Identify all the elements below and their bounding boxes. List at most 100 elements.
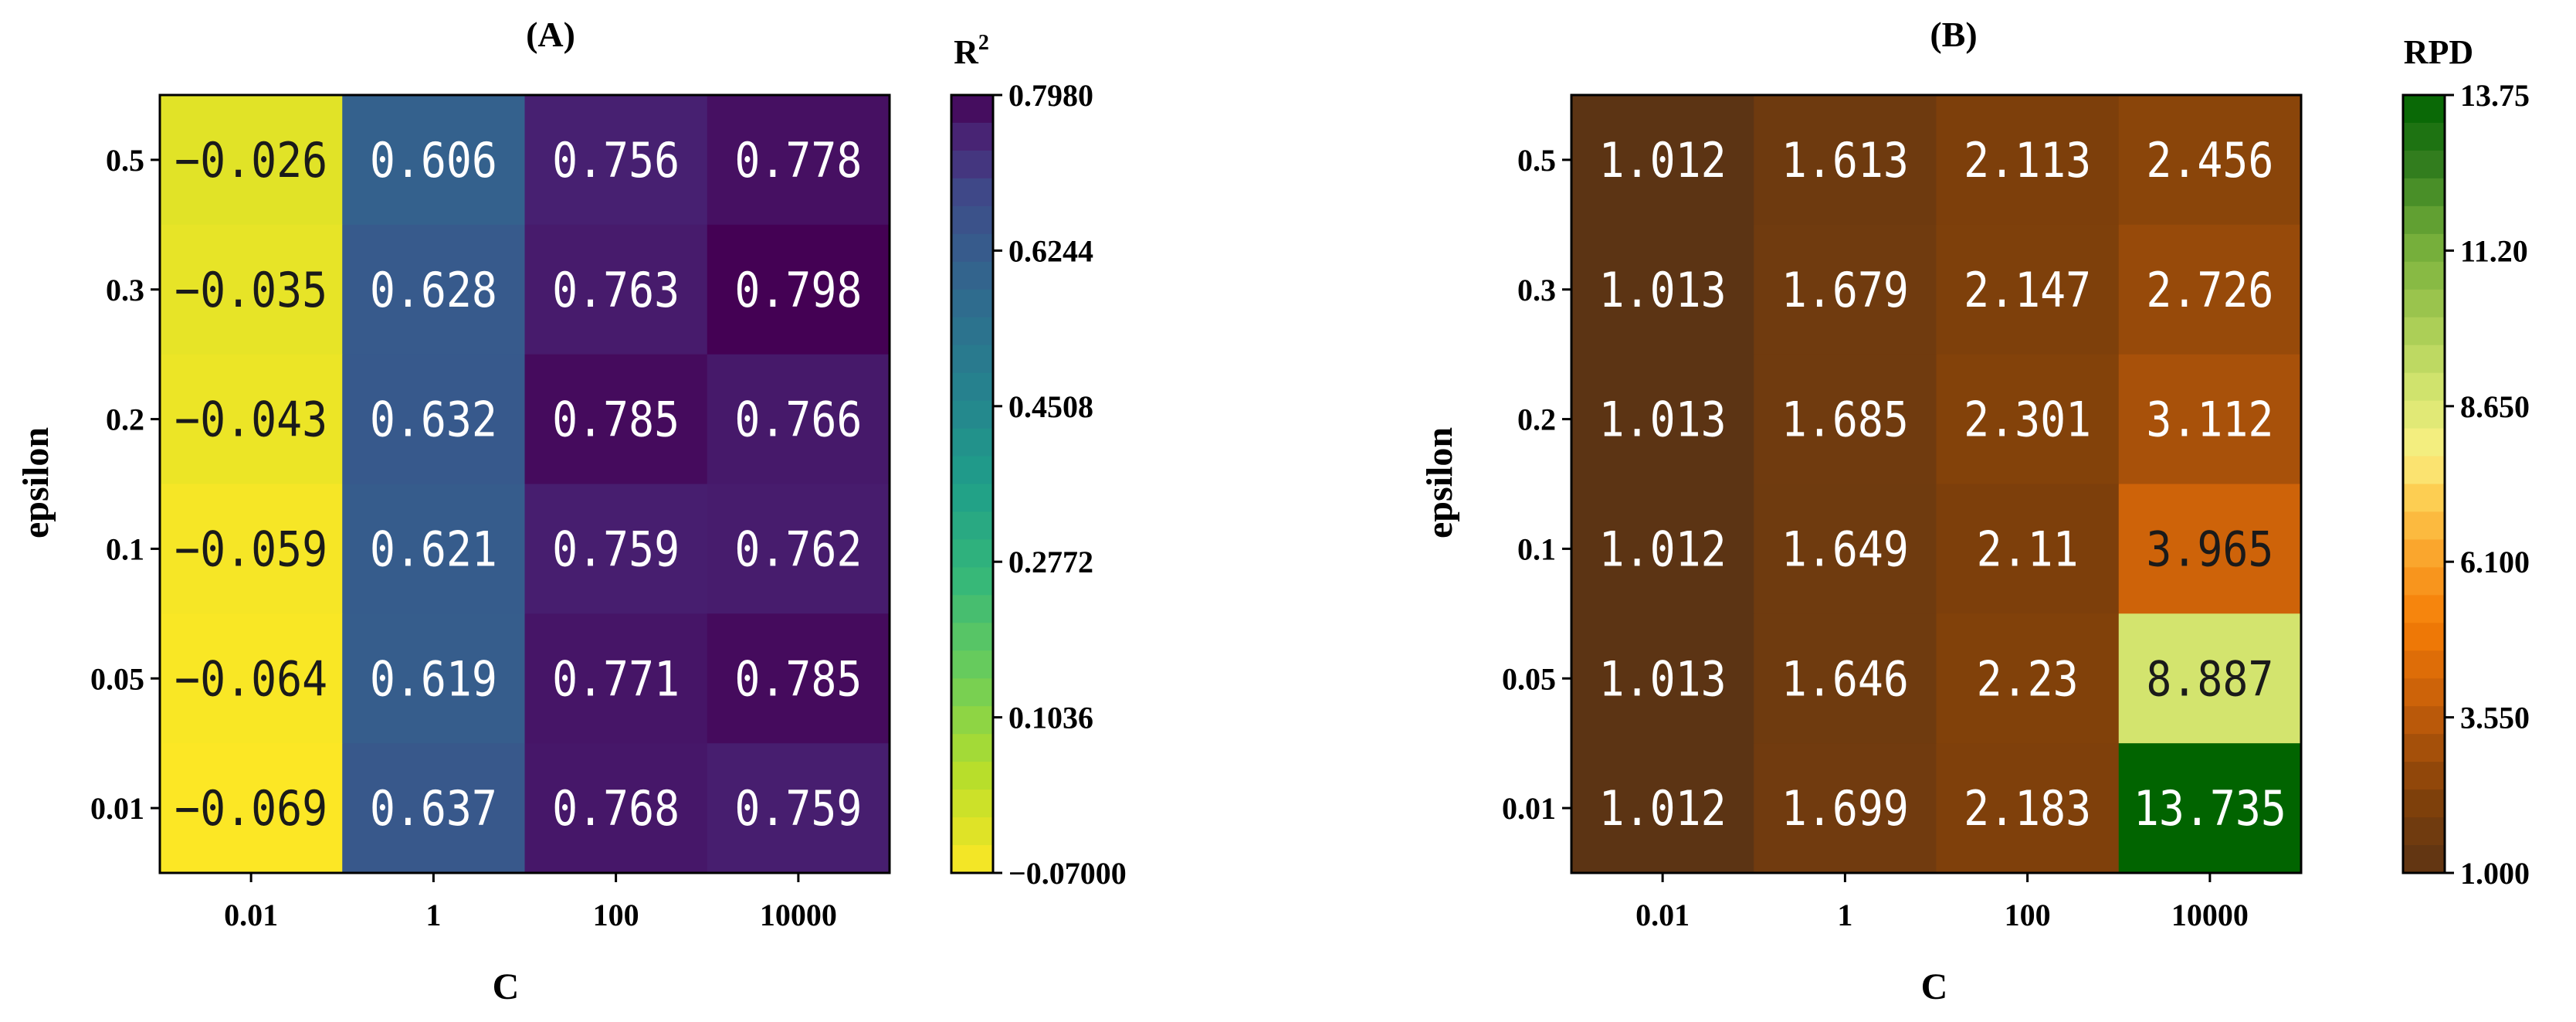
colorbar-segment bbox=[951, 650, 993, 679]
cell-value-label: 0.763 bbox=[552, 262, 680, 318]
colorbar-segment bbox=[951, 261, 993, 290]
cell-value-label: 0.637 bbox=[370, 780, 497, 837]
colorbar-segment bbox=[2403, 289, 2445, 318]
cell-value-label: 2.726 bbox=[2146, 262, 2273, 318]
heatmap-cell bbox=[1936, 354, 2120, 484]
y-tick-label: 0.3 bbox=[1517, 273, 1556, 307]
colorbar-segment bbox=[951, 428, 993, 457]
heatmap-cell bbox=[2118, 613, 2302, 744]
panel-b-title: (B) bbox=[1930, 15, 1977, 54]
heatmap-cell bbox=[1754, 613, 1937, 744]
heatmap-cell bbox=[2118, 95, 2302, 226]
colorbar-segment bbox=[2403, 678, 2445, 707]
heatmap-cell bbox=[707, 95, 890, 226]
cell-value-label: 0.766 bbox=[734, 392, 862, 448]
cell-value-label: 0.606 bbox=[370, 132, 497, 188]
heatmap-b-x-ticks: 0.01 1 100 10000 bbox=[1635, 873, 2249, 932]
colorbar-segment bbox=[951, 678, 993, 707]
colorbar-a bbox=[950, 93, 995, 874]
cell-value-label: 2.23 bbox=[1977, 650, 2079, 707]
heatmap-cell bbox=[2118, 354, 2302, 484]
cell-value-label: 2.147 bbox=[1964, 262, 2091, 318]
heatmap-cell bbox=[160, 743, 343, 874]
cell-value-label: 0.756 bbox=[552, 132, 680, 188]
heatmap-cell bbox=[524, 613, 708, 744]
cell-value-label: 1.613 bbox=[1781, 132, 1909, 188]
colorbar-a-ticks: 0.7980 0.6244 0.4508 0.2772 0.1036 −0.07000 bbox=[993, 78, 1127, 891]
colorbar-tick-label: −0.07000 bbox=[1008, 856, 1127, 891]
colorbar-segment bbox=[951, 706, 993, 735]
x-tick-label: 0.01 bbox=[224, 898, 278, 932]
colorbar-tick-label: 0.2772 bbox=[1008, 545, 1093, 579]
cell-value-label: 0.778 bbox=[734, 132, 862, 188]
cell-value-label: 0.768 bbox=[552, 780, 680, 837]
cell-value-label: −0.059 bbox=[175, 521, 327, 577]
cell-value-label: 1.685 bbox=[1781, 392, 1909, 448]
heatmap-cell bbox=[1936, 95, 2120, 226]
heatmap-cell bbox=[1936, 743, 2120, 874]
cell-value-label: 0.785 bbox=[734, 650, 862, 707]
colorbar-tick-label: 11.20 bbox=[2460, 233, 2528, 268]
heatmap-cell bbox=[1754, 95, 1937, 226]
heatmap-cell bbox=[1571, 484, 1754, 614]
cell-value-label: −0.035 bbox=[175, 262, 327, 318]
colorbar-segment bbox=[2403, 623, 2445, 651]
colorbar-b-ticks: 13.75 11.20 8.650 6.100 3.550 1.000 bbox=[2445, 78, 2530, 891]
cell-value-label: 2.183 bbox=[1964, 780, 2091, 837]
heatmap-panel-b: (B) 1.012 1.613 2.113 2.456 1.013 1.679 2.147 2… bbox=[1419, 15, 2530, 1007]
colorbar-tick-label: 0.6244 bbox=[1008, 233, 1093, 268]
heatmap-cell bbox=[1571, 354, 1754, 484]
heatmap-a-y-ticks: 0.5 0.3 0.2 0.1 0.05 0.01 bbox=[90, 143, 160, 826]
colorbar-a-label-text: R bbox=[954, 33, 979, 71]
colorbar-segment bbox=[2403, 205, 2445, 235]
colorbar-segment bbox=[951, 178, 993, 207]
colorbar-segment bbox=[2403, 261, 2445, 290]
colorbar-tick-label: 13.75 bbox=[2460, 78, 2530, 113]
colorbar-a-label: R2 bbox=[954, 31, 989, 71]
heatmap-cell bbox=[707, 613, 890, 744]
cell-value-label: 3.112 bbox=[2146, 392, 2273, 448]
heatmap-cell bbox=[1754, 224, 1937, 355]
heatmap-cell bbox=[1571, 224, 1754, 355]
heatmap-cell bbox=[524, 484, 708, 614]
colorbar-segment bbox=[2403, 845, 2445, 874]
colorbar-tick-label: 0.4508 bbox=[1008, 389, 1093, 424]
colorbar-segment bbox=[951, 734, 993, 762]
colorbar-segment bbox=[951, 122, 993, 151]
colorbar-segment bbox=[951, 595, 993, 623]
cell-value-label: 2.113 bbox=[1964, 132, 2091, 188]
heatmap-cell bbox=[1936, 484, 2120, 614]
heatmap-cell bbox=[707, 224, 890, 355]
heatmap-cell bbox=[1754, 484, 1937, 614]
colorbar-segment bbox=[951, 623, 993, 651]
colorbar-segment bbox=[951, 372, 993, 402]
cell-value-label: 1.012 bbox=[1599, 521, 1727, 577]
colorbar-segment bbox=[2403, 150, 2445, 179]
y-tick-label: 0.01 bbox=[1502, 791, 1556, 826]
cell-value-label: 2.456 bbox=[2146, 132, 2273, 188]
cell-value-label: 0.628 bbox=[370, 262, 497, 318]
colorbar-segment bbox=[951, 762, 993, 790]
colorbar-segment bbox=[951, 345, 993, 374]
colorbar-segment bbox=[951, 233, 993, 263]
heatmap-cell bbox=[524, 95, 708, 226]
colorbar-segment bbox=[951, 484, 993, 513]
heatmap-cell bbox=[524, 743, 708, 874]
heatmap-b-y-ticks: 0.5 0.3 0.2 0.1 0.05 0.01 bbox=[1502, 143, 1571, 826]
cell-value-label: 1.646 bbox=[1781, 650, 1909, 707]
heatmap-cell bbox=[342, 743, 525, 874]
colorbar-tick-label: 1.000 bbox=[2460, 856, 2530, 891]
colorbar-segment bbox=[2403, 567, 2445, 596]
panel-b-ylabel: epsilon bbox=[1419, 427, 1460, 538]
colorbar-segment bbox=[2403, 817, 2445, 846]
colorbar-segment bbox=[2403, 650, 2445, 679]
colorbar-frame bbox=[950, 93, 995, 874]
cell-value-label: 0.621 bbox=[370, 521, 497, 577]
cell-value-label: 1.699 bbox=[1781, 780, 1909, 837]
x-tick-label: 10000 bbox=[760, 898, 837, 932]
heatmap-cell bbox=[160, 354, 343, 484]
x-tick-label: 100 bbox=[2005, 898, 2051, 932]
colorbar-segment bbox=[951, 511, 993, 541]
colorbar-a-label-sup: 2 bbox=[978, 31, 989, 55]
